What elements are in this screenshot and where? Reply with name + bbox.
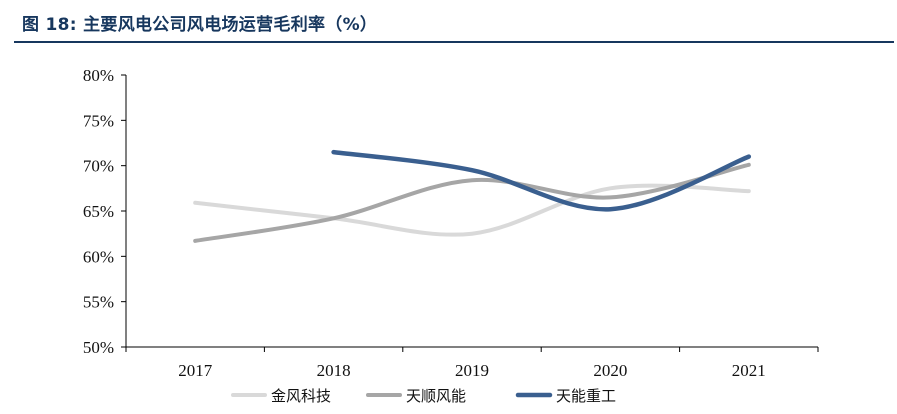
y-tick-label: 80% [83,66,114,85]
x-tick-label: 2017 [178,361,213,380]
chart-legend: 金风科技 天顺风能 天能重工 [231,387,616,405]
legend-label-2: 天顺风能 [406,387,466,405]
y-tick-label: 60% [83,247,114,266]
x-tick-label: 2021 [732,361,766,380]
y-tick-label: 50% [83,338,114,357]
chart-axes: 50% 55% 60% 65% 70% 75% 80% 2017 2018 2019 2020 202… [83,66,819,380]
x-tick-label: 2019 [455,361,489,380]
y-tick-label: 65% [83,202,114,221]
series-line-3 [331,149,752,212]
y-tick-label: 55% [83,293,114,312]
x-tick-label: 2020 [593,361,627,380]
legend-label-3: 天能重工 [556,387,616,405]
y-tick-label: 70% [83,157,114,176]
x-tick-label: 2018 [317,361,351,380]
series-line-2 [193,162,751,243]
figure-header: 图 18: 主要风电公司风电场运营毛利率（%） [0,0,897,46]
chart-series [193,149,752,243]
series-line-1 [193,183,751,237]
title-divider [14,41,894,43]
y-tick-label: 75% [83,111,114,130]
figure-title: 图 18: 主要风电公司风电场运营毛利率（%） [22,15,378,35]
legend-label-1: 金风科技 [271,387,331,405]
